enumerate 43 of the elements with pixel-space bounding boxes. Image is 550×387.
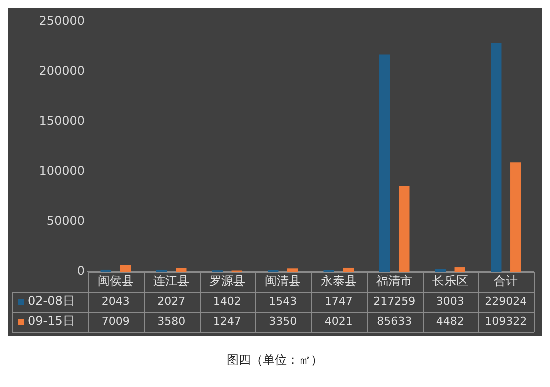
data-label: 3350 xyxy=(269,314,298,328)
data-label: 3580 xyxy=(158,314,186,328)
bar xyxy=(120,264,131,272)
x-tick-label: 合计 xyxy=(494,274,518,288)
data-label: 7009 xyxy=(102,314,130,328)
bar xyxy=(343,268,354,272)
data-label: 4482 xyxy=(436,314,464,328)
x-tick-label: 连江县 xyxy=(154,274,190,288)
data-label: 4021 xyxy=(324,314,353,328)
bar xyxy=(176,268,187,272)
data-label: 229024 xyxy=(485,294,528,308)
bar xyxy=(454,268,466,272)
data-label: 2043 xyxy=(102,294,130,308)
x-tick-label: 罗源县 xyxy=(209,274,246,288)
data-label: 1247 xyxy=(213,314,242,328)
data-label: 1402 xyxy=(213,294,242,308)
data-label: 109322 xyxy=(485,314,528,328)
data-label: 2027 xyxy=(158,294,186,308)
bar xyxy=(491,42,502,272)
x-tick-label: 永泰县 xyxy=(320,274,357,288)
y-tick-label: 150000 xyxy=(39,114,85,128)
x-tick-label: 闽清县 xyxy=(265,274,302,288)
y-tick-label: 250000 xyxy=(39,14,85,28)
bar xyxy=(399,186,410,272)
y-tick-label: 0 xyxy=(77,264,85,278)
bar xyxy=(380,54,390,272)
x-tick-label: 长乐区 xyxy=(432,274,468,288)
bar xyxy=(288,268,298,272)
text: 图四（单位：㎡） xyxy=(226,352,324,369)
y-tick-label: 100000 xyxy=(39,164,85,178)
bar xyxy=(435,268,446,272)
legend-label: 09-15日 xyxy=(28,314,75,328)
x-tick-label: 福清市 xyxy=(376,274,413,288)
data-label: 1543 xyxy=(269,294,298,308)
x-tick-label: 闽侯县 xyxy=(98,274,134,288)
data-label: 85633 xyxy=(377,314,412,328)
legend-label: 02-08日 xyxy=(28,294,75,308)
data-label: 217259 xyxy=(374,294,416,308)
y-tick-label: 50000 xyxy=(46,214,85,228)
data-label: 3003 xyxy=(436,294,464,308)
data-label: 1747 xyxy=(324,294,353,308)
bar xyxy=(510,162,522,272)
y-tick-label: 200000 xyxy=(39,64,85,78)
